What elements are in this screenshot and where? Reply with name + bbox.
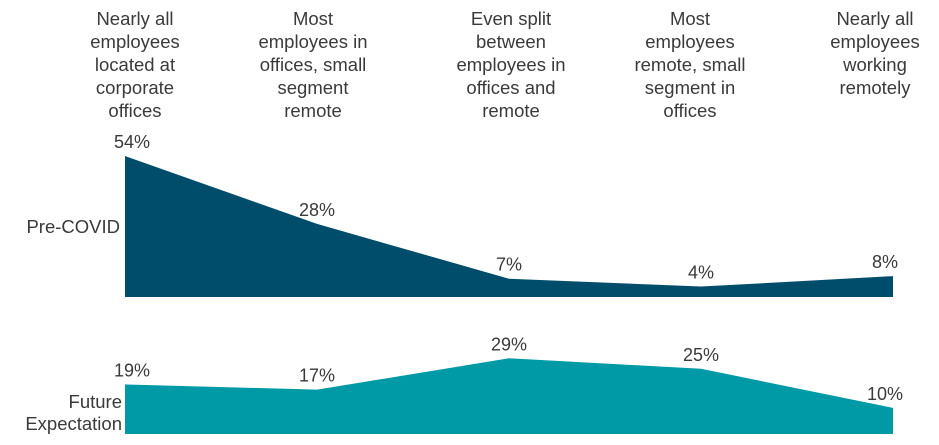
data-label: 4% xyxy=(688,263,714,283)
data-label: 25% xyxy=(683,345,719,365)
data-label: 10% xyxy=(867,384,903,404)
series-label-future: Future Expectation xyxy=(25,391,122,434)
data-label: 7% xyxy=(496,255,522,275)
data-label: 28% xyxy=(299,200,335,220)
data-label: 54% xyxy=(114,132,150,152)
data-label: 17% xyxy=(299,366,335,386)
area-pre-covid xyxy=(125,156,893,297)
category-label: Most employees in offices, small segment… xyxy=(258,8,368,121)
series-label-pre-covid: Pre-COVID xyxy=(26,216,120,237)
data-label: 19% xyxy=(114,360,150,380)
category-label: Even split between employees in offices … xyxy=(456,8,566,121)
data-label: 29% xyxy=(491,334,527,354)
category-label: Nearly all employees located at corporat… xyxy=(90,8,180,121)
area-future-expectation xyxy=(125,358,893,434)
category-label: Most employees remote, small segment in … xyxy=(634,8,746,121)
category-label: Nearly all employees working remotely xyxy=(830,8,920,98)
data-label: 8% xyxy=(872,252,898,272)
